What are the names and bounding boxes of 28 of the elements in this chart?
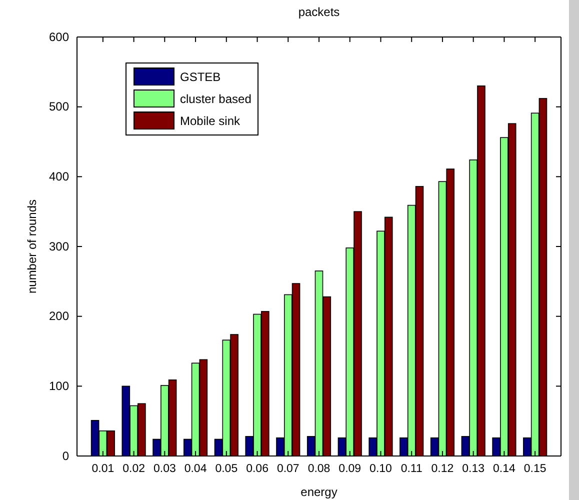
x-tick-label: 0.13 [462, 463, 485, 476]
y-tick-label: 300 [48, 239, 70, 254]
x-tick-label: 0.07 [276, 463, 300, 476]
y-tick-label: 500 [48, 100, 70, 114]
x-tick-label: 0.10 [370, 463, 392, 476]
x-tick-label: 0.01 [92, 463, 114, 476]
legend-label: GSTEB [180, 70, 221, 84]
x-tick-label: 0.06 [246, 463, 268, 476]
x-tick-label: 0.12 [431, 463, 454, 476]
legend-label: cluster based [180, 92, 252, 106]
x-tick-label: 0.15 [524, 463, 546, 476]
x-tick-label: 0.04 [184, 463, 208, 476]
y-tick-label: 0 [62, 448, 70, 463]
x-tick-label: 0.05 [215, 463, 238, 476]
chart-title: packets [298, 5, 340, 19]
y-tick-label: 100 [48, 379, 70, 394]
x-tick-label: 0.08 [308, 463, 330, 476]
y-tick-label: 400 [48, 170, 70, 184]
x-axis-title: energy [300, 485, 338, 499]
x-tick-label: 0.09 [338, 463, 362, 476]
x-tick-label: 0.11 [400, 463, 422, 476]
legend-label: Mobile sink [180, 114, 242, 128]
x-tick-label: 0.02 [122, 463, 145, 476]
y-tick-label: 200 [48, 309, 70, 324]
x-tick-label: 0.14 [493, 463, 516, 476]
x-tick-label: 0.03 [153, 463, 176, 476]
y-tick-label: 600 [48, 30, 70, 44]
y-axis-title: number of rounds [25, 199, 39, 294]
